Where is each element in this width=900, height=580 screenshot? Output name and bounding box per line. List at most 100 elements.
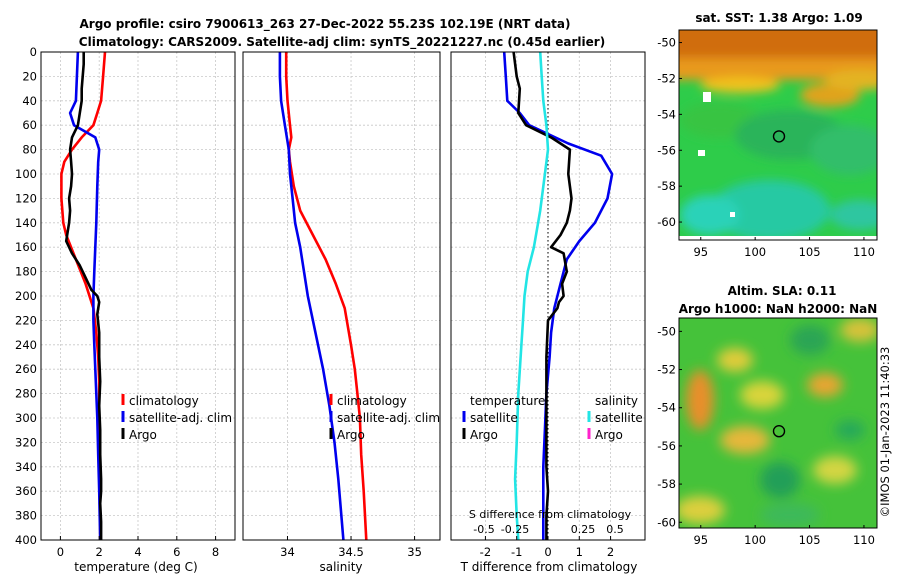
salinity-xlabel: salinity [319,560,362,574]
salinity-panel: 34 34.5 35 salinity climatology satellite-… [242,51,441,574]
map-y-tick-label: -56 [657,439,676,453]
sst-map-panel: sat. SST: 1.38 Argo: 1.09 [657,11,878,259]
legend-climatology-label: climatology [337,394,407,408]
map-x-tick-label: 105 [799,245,821,259]
y-tick-label: 260 [15,362,37,376]
map-y-tick-label: -50 [657,324,676,338]
y-tick-label: 140 [15,216,37,230]
series-temperature-argo [512,51,573,540]
x-tick-label: 34 [280,545,295,559]
map-y-tick-label: -58 [657,179,676,193]
sla-map-title-line2: Argo h1000: NaN h2000: NaN [679,302,878,316]
map-x-tick-label: 110 [853,533,875,547]
y-tick-label: 0 [30,45,37,59]
legend-satellite-label: satellite-adj. clim [129,411,232,425]
legend-argo-label: Argo [337,428,365,442]
top-tick-label: 0.25 [571,523,596,536]
legend-climatology-label: climatology [129,394,199,408]
y-tick-label: 240 [15,338,37,352]
x-tick-label: 4 [134,545,141,559]
sla-map-image [679,318,877,528]
map-y-tick-label: -52 [657,363,676,377]
y-tick-label: 400 [15,533,37,547]
difference-top-xlabel: S difference from climatology [469,508,632,521]
temperature-xlabel: temperature (deg C) [74,560,197,574]
top-tick-label: 0.5 [606,523,624,536]
y-tick-label: 320 [15,435,37,449]
x-tick-label: 2 [607,545,614,559]
top-tick-label: -0.25 [501,523,529,536]
map-x-tick-label: 95 [693,533,708,547]
legend-argo-label: Argo [129,428,157,442]
top-tick-label: -0.5 [473,523,494,536]
legend-temperature-label: temperature [470,394,545,408]
sla-argo-location-marker [772,425,786,438]
sla-map-panel: Altim. SLA: 0.11 Argo h1000: NaN h2000: … [657,284,878,547]
legend-temp-argo-label: Argo [470,428,498,442]
legend-temp-satellite-label: satellite [470,411,518,425]
salinity-legend: climatology satellite-adj. clim Argo [329,394,440,442]
x-tick-label: 2 [96,545,103,559]
x-tick-label: 6 [173,545,180,559]
map-x-tick-label: 110 [853,245,875,259]
sst-map-image [679,30,877,240]
salinity-axes [242,51,441,541]
series-climatology [284,52,368,541]
temperature-legend: climatology satellite-adj. clim Argo [121,394,232,442]
series-satellite-adj-clim [68,51,102,541]
map-x-tick-label: 105 [799,533,821,547]
y-tick-label: 380 [15,509,37,523]
y-tick-label: 160 [15,240,37,254]
series-argo [64,52,103,540]
difference-legend: temperature satellite Argo salinity sate… [462,394,643,442]
y-tick-label: 100 [15,167,37,181]
figure-title-line1: Argo profile: csiro 7900613_263 27-Dec-2… [80,17,571,32]
y-tick-label: 280 [15,387,37,401]
difference-panel: -2 -1 0 1 2 S difference from climatology -0… [450,51,646,574]
credit-timestamp: ©IMOS 01-Jan-2023 11:40:33 [878,347,892,518]
map-y-tick-label: -54 [657,401,676,415]
y-tick-label: 40 [22,94,37,108]
difference-xlabel: T difference from climatology [460,560,638,574]
y-tick-label: 180 [15,265,37,279]
sst-map-title: sat. SST: 1.38 Argo: 1.09 [695,11,862,25]
map-x-tick-label: 100 [744,245,766,259]
legend-sal-satellite-label: satellite [595,411,643,425]
map-x-tick-label: 100 [744,533,766,547]
series-salinity-satellite [513,51,550,541]
x-tick-label: 8 [212,545,219,559]
map-y-tick-label: -58 [657,477,676,491]
legend-salinity-label: salinity [595,394,638,408]
legend-satellite-label: satellite-adj. clim [337,411,440,425]
sst-map-axes [678,29,878,241]
legend-sal-argo-label: Argo [595,428,623,442]
map-y-tick-label: -52 [657,71,676,85]
y-tick-label: 220 [15,313,37,327]
sla-map-axes [678,317,878,529]
temperature-panel: 0 2 4 6 802040608010012014016018020022024026… [15,45,236,574]
map-y-tick-label: -60 [657,215,676,229]
x-tick-label: 1 [576,545,583,559]
x-tick-label: -1 [511,545,522,559]
y-tick-label: 60 [22,118,37,132]
map-y-tick-label: -60 [657,515,676,529]
sst-argo-location-marker [772,130,786,143]
y-tick-label: 20 [22,69,37,83]
sla-map-title-line1: Altim. SLA: 0.11 [728,284,837,298]
y-tick-label: 360 [15,484,37,498]
map-y-tick-label: -56 [657,143,676,157]
y-tick-label: 120 [15,191,37,205]
x-tick-label: -2 [480,545,491,559]
y-tick-label: 340 [15,460,37,474]
y-tick-label: 300 [15,411,37,425]
x-tick-label: 35 [407,545,422,559]
x-tick-label: 0 [57,545,64,559]
map-y-tick-label: -54 [657,107,676,121]
y-tick-label: 200 [15,289,37,303]
x-tick-label: 0 [544,545,551,559]
map-x-tick-label: 95 [693,245,708,259]
figure-title-line2: Climatology: CARS2009. Satellite-adj cli… [79,35,605,50]
map-y-tick-label: -50 [657,36,676,50]
y-tick-label: 80 [22,143,37,157]
